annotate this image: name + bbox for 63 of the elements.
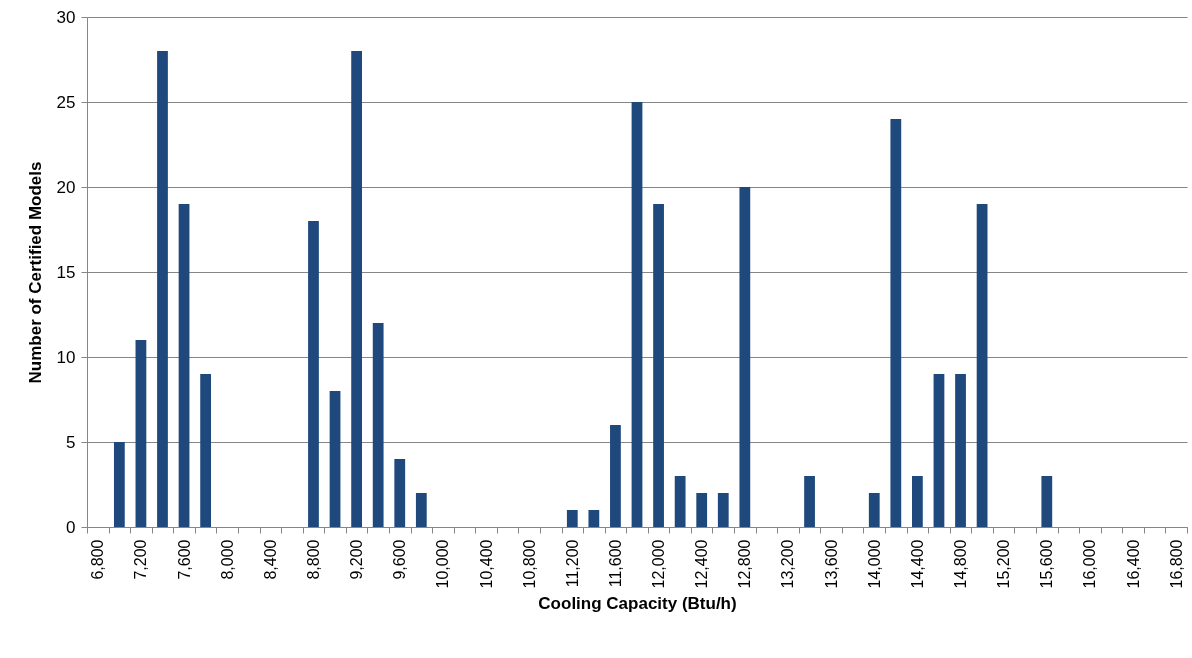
y-tick-label: 15 (56, 262, 76, 282)
bar (135, 340, 147, 527)
bar (308, 221, 319, 527)
bar (933, 374, 945, 527)
bar (976, 204, 988, 527)
x-tick-label: 9,200 (348, 539, 366, 580)
bar (113, 442, 125, 527)
x-tick-label: 10,400 (477, 539, 495, 589)
x-tick-label: 7,200 (132, 539, 150, 580)
bar (178, 204, 190, 527)
bar (394, 459, 406, 527)
x-tick-label: 10,000 (434, 539, 452, 589)
bar (588, 510, 600, 527)
bar (804, 476, 815, 527)
y-tick-label: 10 (56, 347, 76, 367)
bar (868, 493, 880, 527)
y-tick-label: 30 (56, 7, 76, 27)
bar (610, 425, 621, 527)
bar (1041, 476, 1053, 527)
bar (566, 510, 578, 527)
bar (631, 102, 643, 527)
bar (717, 493, 729, 527)
x-tick-label: 15,600 (1038, 539, 1056, 589)
x-tick-label: 12,000 (650, 539, 668, 589)
x-tick-label: 6,800 (89, 539, 107, 580)
x-tick-label: 8,400 (261, 539, 279, 580)
x-tick-label: 14,400 (908, 539, 926, 589)
bar (200, 374, 212, 527)
bar (372, 323, 384, 527)
bar (157, 51, 168, 527)
x-tick-label: 12,800 (736, 539, 754, 589)
bar (415, 493, 427, 527)
x-tick-label: 9,600 (391, 539, 409, 580)
y-tick-label: 20 (56, 177, 76, 197)
bar (351, 51, 362, 527)
x-tick-label: 14,000 (865, 539, 883, 589)
bar (696, 493, 708, 527)
x-axis-title: Cooling Capacity (Btu/h) (538, 594, 737, 614)
x-tick-label: 7,600 (175, 539, 193, 580)
y-tick-label: 25 (56, 92, 76, 112)
x-tick-label: 10,800 (520, 539, 538, 589)
bar (653, 204, 664, 527)
bar (912, 476, 923, 527)
y-tick-label: 5 (66, 432, 76, 452)
x-tick-label: 13,200 (779, 539, 797, 589)
x-tick-label: 12,400 (693, 539, 711, 589)
x-tick-label: 16,000 (1081, 539, 1099, 589)
x-tick-label: 13,600 (822, 539, 840, 589)
x-tick-label: 16,800 (1167, 539, 1185, 589)
y-axis-title: Number of Certified Models (25, 161, 45, 384)
x-tick-label: 16,400 (1124, 539, 1142, 589)
x-tick-label: 15,200 (995, 539, 1013, 589)
bar (890, 119, 902, 527)
x-tick-label: 11,600 (606, 539, 624, 588)
bar (955, 374, 966, 527)
bar (674, 476, 686, 527)
x-tick-label: 8,000 (218, 539, 236, 580)
x-tick-label: 14,800 (952, 539, 970, 589)
x-tick-label: 8,800 (304, 539, 322, 580)
bar (329, 391, 341, 527)
y-tick-label: 0 (66, 517, 76, 537)
x-tick-label: 11,200 (563, 539, 581, 588)
bar (739, 187, 751, 527)
